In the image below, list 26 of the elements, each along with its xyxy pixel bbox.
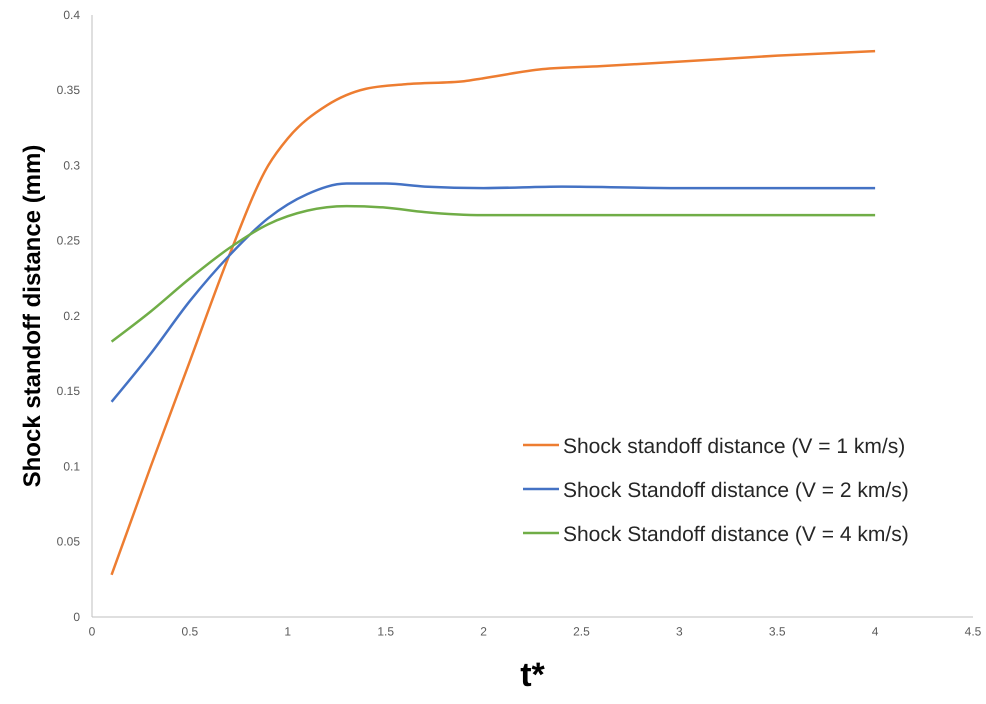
x-tick-label: 1 <box>284 624 292 639</box>
x-tick-label: 0.5 <box>182 624 199 639</box>
y-tick-label: 0.15 <box>56 384 80 398</box>
x-axis-title: t* <box>520 656 546 694</box>
x-tick-label: 4.5 <box>964 624 982 639</box>
legend-label: Shock standoff distance (V = 1 km/s) <box>563 435 906 458</box>
y-tick-label: 0.3 <box>63 158 80 172</box>
x-tick-label: 4 <box>872 624 879 639</box>
y-tick-label: 0.2 <box>63 308 80 323</box>
line-series <box>110 182 876 404</box>
line-series <box>110 204 876 343</box>
x-tick-label: 0 <box>88 624 96 639</box>
x-tick-label: 3.5 <box>768 624 786 639</box>
x-tick-label: 2 <box>480 624 488 639</box>
x-tick-label: 2.5 <box>573 624 590 639</box>
y-axis-title: Shock standoff distance (mm) <box>19 144 46 488</box>
y-tick-label: 0.1 <box>63 459 80 474</box>
x-tick-label: 1.5 <box>377 624 394 639</box>
x-tick-label: 3 <box>676 624 683 639</box>
legend-label: Shock Standoff distance (V = 2 km/s) <box>563 479 909 502</box>
y-tick-label: 0 <box>73 610 80 624</box>
legend-label: Shock Standoff distance (V = 4 km/s) <box>563 523 909 546</box>
y-tick-label: 0.4 <box>63 8 80 22</box>
y-tick-label: 0.35 <box>56 83 80 98</box>
y-tick-label: 0.05 <box>56 534 80 549</box>
y-tick-label: 0.25 <box>56 234 80 248</box>
